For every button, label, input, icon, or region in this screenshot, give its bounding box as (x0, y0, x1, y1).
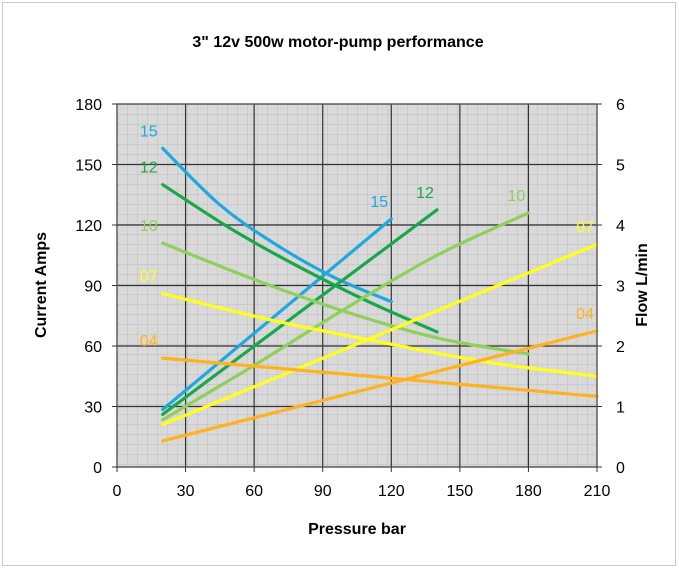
y2-tick-label: 4 (616, 218, 625, 235)
y2-tick-label: 3 (616, 279, 625, 296)
x-tick-label: 30 (177, 483, 195, 500)
y-axis-title: Current Amps (33, 232, 50, 338)
current-series-label: 04 (140, 333, 158, 350)
x-tick-label: 150 (447, 483, 474, 500)
x-tick-label: 210 (584, 483, 611, 500)
flow-line-04 (161, 329, 599, 443)
current-series-label: 15 (140, 123, 158, 140)
current-line-12 (161, 183, 439, 334)
y-tick-label: 120 (75, 218, 102, 235)
flow-line-10 (161, 211, 531, 422)
flow-line-15 (161, 217, 393, 412)
y-axis-left-ticks: 0 30 60 90 120 150 180 (75, 97, 117, 477)
y2-tick-label: 2 (616, 339, 625, 356)
y2-axis-title: Flow L/min (634, 243, 651, 327)
x-tick-label: 90 (314, 483, 332, 500)
current-line-10 (161, 241, 531, 356)
current-line-15 (161, 146, 393, 304)
current-series-label: 10 (140, 218, 158, 235)
y-tick-label: 180 (75, 97, 102, 114)
y-axis-right-ticks: 0 1 2 3 4 5 6 (597, 97, 625, 477)
y2-tick-label: 1 (616, 400, 625, 417)
flow-series-label: 04 (576, 306, 594, 323)
y2-tick-label: 0 (616, 460, 625, 477)
current-line-04 (161, 356, 599, 399)
x-axis-ticks: 0 30 60 90 120 150 180 210 (113, 467, 611, 500)
y2-tick-label: 5 (616, 158, 625, 175)
flow-series-label: 12 (416, 185, 434, 202)
y-tick-label: 150 (75, 158, 102, 175)
flow-series-label: 15 (370, 194, 388, 211)
current-series-label: 12 (140, 160, 158, 177)
flow-line-12 (161, 208, 439, 416)
y-tick-label: 90 (84, 279, 102, 296)
current-line-07 (161, 291, 599, 378)
flow-series-label: 07 (576, 219, 594, 236)
flow-series-label: 10 (508, 188, 526, 205)
current-series-label: 07 (140, 269, 158, 286)
x-tick-label: 0 (113, 483, 122, 500)
x-axis-title: Pressure bar (308, 521, 406, 538)
x-tick-label: 120 (378, 483, 405, 500)
x-tick-label: 180 (515, 483, 542, 500)
y-tick-label: 0 (93, 460, 102, 477)
series-layer: 15 15 12 12 10 10 07 07 04 04 (140, 123, 599, 443)
chart-title: 3" 12v 500w motor-pump performance (192, 34, 483, 51)
y-tick-label: 30 (84, 400, 102, 417)
x-tick-label: 60 (245, 483, 263, 500)
flow-line-07 (161, 242, 599, 427)
y-tick-label: 60 (84, 339, 102, 356)
y2-tick-label: 6 (616, 97, 625, 114)
